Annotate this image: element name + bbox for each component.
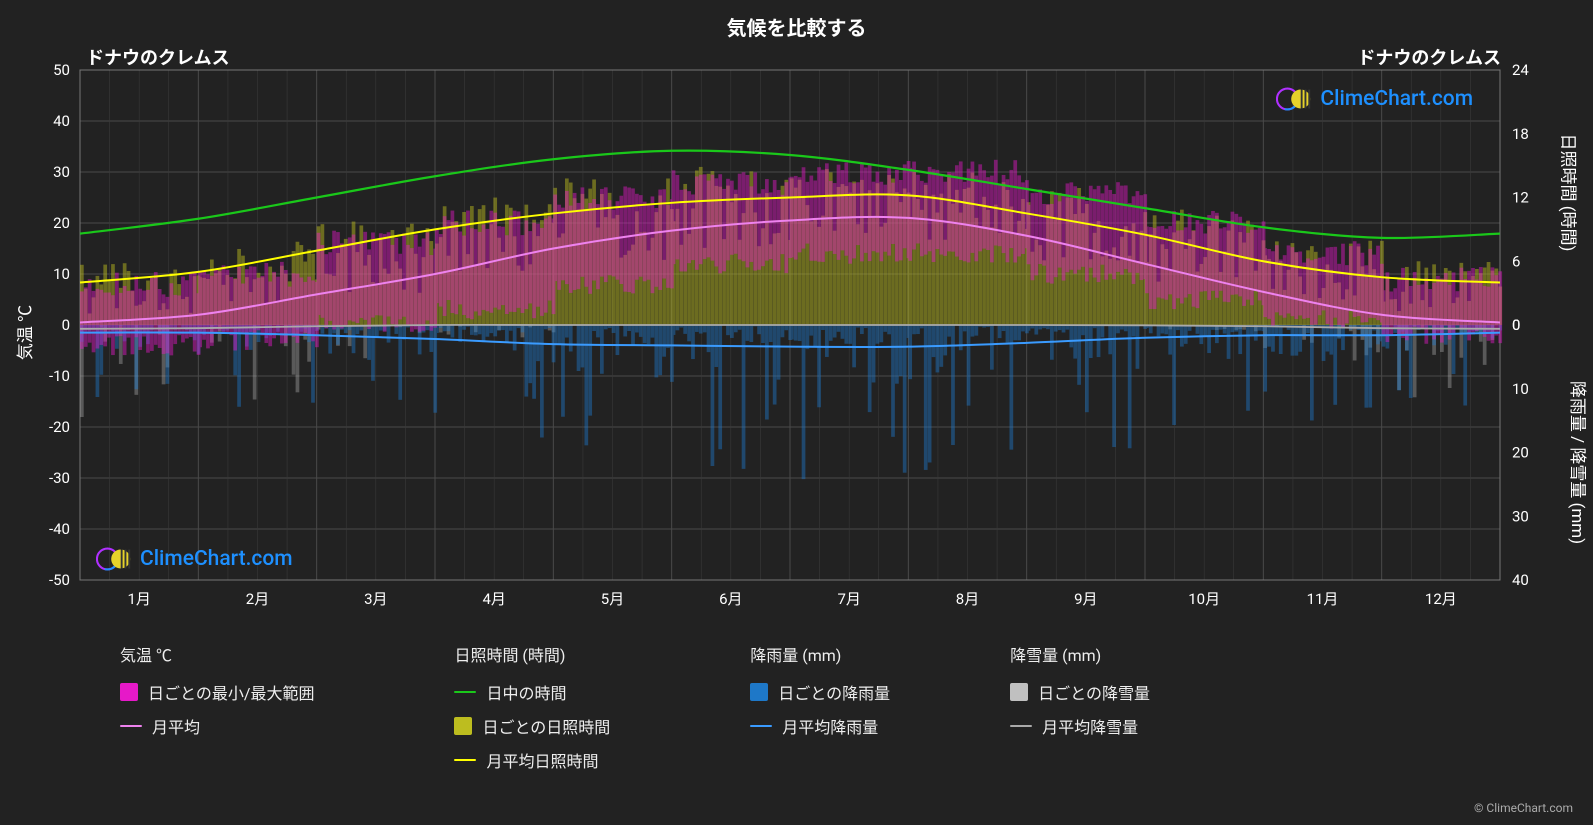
svg-text:50: 50 — [53, 61, 70, 79]
legend-header-sunshine: 日照時間 (時間) — [454, 642, 610, 666]
svg-text:10月: 10月 — [1188, 590, 1220, 608]
svg-text:5月: 5月 — [601, 590, 624, 608]
legend-col-snow: 降雪量 (mm) 日ごとの降雪量 月平均降雪量 — [1010, 642, 1150, 772]
svg-text:0: 0 — [1512, 316, 1520, 334]
svg-text:-40: -40 — [49, 520, 70, 538]
legend-col-temp: 気温 ℃ 日ごとの最小/最大範囲 月平均 — [120, 642, 314, 772]
svg-text:-30: -30 — [49, 469, 70, 487]
svg-text:1月: 1月 — [127, 590, 150, 608]
watermark-top: ClimeChart.com — [1276, 84, 1473, 114]
svg-text:10: 10 — [1512, 380, 1529, 398]
swatch-sunshine-avg — [454, 759, 476, 761]
y-axis-right-bottom-title: 降雨量 / 降雪量 (mm) — [1567, 381, 1592, 544]
svg-text:2月: 2月 — [246, 590, 269, 608]
svg-text:8月: 8月 — [956, 590, 979, 608]
svg-text:40: 40 — [1512, 571, 1529, 589]
y-axis-right-top-title: 日照時間 (時間) — [1558, 134, 1583, 252]
svg-text:9月: 9月 — [1074, 590, 1097, 608]
legend-label: 日ごとの降雪量 — [1038, 680, 1150, 704]
swatch-temp-avg — [120, 725, 142, 727]
svg-text:40: 40 — [53, 112, 70, 130]
y-axis-left-title: 気温 ℃ — [11, 305, 36, 360]
svg-text:3月: 3月 — [364, 590, 387, 608]
svg-text:7月: 7月 — [837, 590, 860, 608]
climechart-logo-icon — [1276, 84, 1314, 114]
svg-text:10: 10 — [53, 265, 70, 283]
svg-text:12: 12 — [1512, 189, 1529, 207]
svg-text:20: 20 — [53, 214, 70, 232]
legend-col-rain: 降雨量 (mm) 日ごとの降雨量 月平均降雨量 — [750, 642, 890, 772]
svg-text:4月: 4月 — [482, 590, 505, 608]
copyright: © ClimeChart.com — [1474, 801, 1573, 815]
legend-header-snow: 降雪量 (mm) — [1010, 642, 1150, 666]
legend-label: 日ごとの日照時間 — [482, 714, 610, 738]
watermark-text: ClimeChart.com — [1320, 87, 1473, 111]
legend-label: 月平均降雪量 — [1042, 714, 1138, 738]
swatch-snow-daily — [1010, 683, 1028, 701]
legend-item-snow-daily: 日ごとの降雪量 — [1010, 680, 1150, 704]
legend-item-rain-avg: 月平均降雨量 — [750, 714, 890, 738]
legend-header-temp: 気温 ℃ — [120, 642, 314, 666]
svg-text:24: 24 — [1512, 61, 1529, 79]
swatch-snow-avg — [1010, 725, 1032, 727]
svg-text:-10: -10 — [49, 367, 70, 385]
legend-item-temp-avg: 月平均 — [120, 714, 314, 738]
svg-text:0: 0 — [62, 316, 70, 334]
legend-item-daylight: 日中の時間 — [454, 680, 610, 704]
legend-item-sunshine-avg: 月平均日照時間 — [454, 748, 610, 772]
swatch-temp-range — [120, 683, 138, 701]
swatch-daylight — [454, 691, 476, 693]
legend-label: 日ごとの最小/最大範囲 — [148, 680, 314, 704]
legend-item-sunshine-daily: 日ごとの日照時間 — [454, 714, 610, 738]
svg-text:6: 6 — [1512, 252, 1520, 270]
svg-text:30: 30 — [1512, 507, 1529, 525]
svg-text:30: 30 — [53, 163, 70, 181]
legend-col-sunshine: 日照時間 (時間) 日中の時間 日ごとの日照時間 月平均日照時間 — [454, 642, 610, 772]
svg-text:-50: -50 — [49, 571, 70, 589]
legend-label: 日中の時間 — [486, 680, 566, 704]
legend-label: 月平均降雨量 — [782, 714, 878, 738]
legend: 気温 ℃ 日ごとの最小/最大範囲 月平均 日照時間 (時間) 日中の時間 日ごと… — [0, 642, 1593, 772]
watermark-bottom: ClimeChart.com — [96, 544, 293, 574]
legend-item-snow-avg: 月平均降雪量 — [1010, 714, 1150, 738]
svg-text:12月: 12月 — [1425, 590, 1457, 608]
legend-label: 日ごとの降雨量 — [778, 680, 890, 704]
legend-header-rain: 降雨量 (mm) — [750, 642, 890, 666]
watermark-text: ClimeChart.com — [140, 547, 293, 571]
svg-text:6月: 6月 — [719, 590, 742, 608]
legend-item-temp-range: 日ごとの最小/最大範囲 — [120, 680, 314, 704]
swatch-sunshine-daily — [454, 717, 472, 735]
legend-label: 月平均日照時間 — [486, 748, 598, 772]
legend-label: 月平均 — [152, 714, 200, 738]
legend-item-rain-daily: 日ごとの降雨量 — [750, 680, 890, 704]
svg-text:20: 20 — [1512, 444, 1529, 462]
climechart-logo-icon — [96, 544, 134, 574]
svg-text:11月: 11月 — [1307, 590, 1339, 608]
swatch-rain-daily — [750, 683, 768, 701]
climate-chart: 気候を比較する ドナウのクレムス ドナウのクレムス 50403020100-10… — [0, 0, 1593, 825]
swatch-rain-avg — [750, 725, 772, 727]
svg-text:-20: -20 — [49, 418, 70, 436]
svg-text:18: 18 — [1512, 125, 1529, 143]
